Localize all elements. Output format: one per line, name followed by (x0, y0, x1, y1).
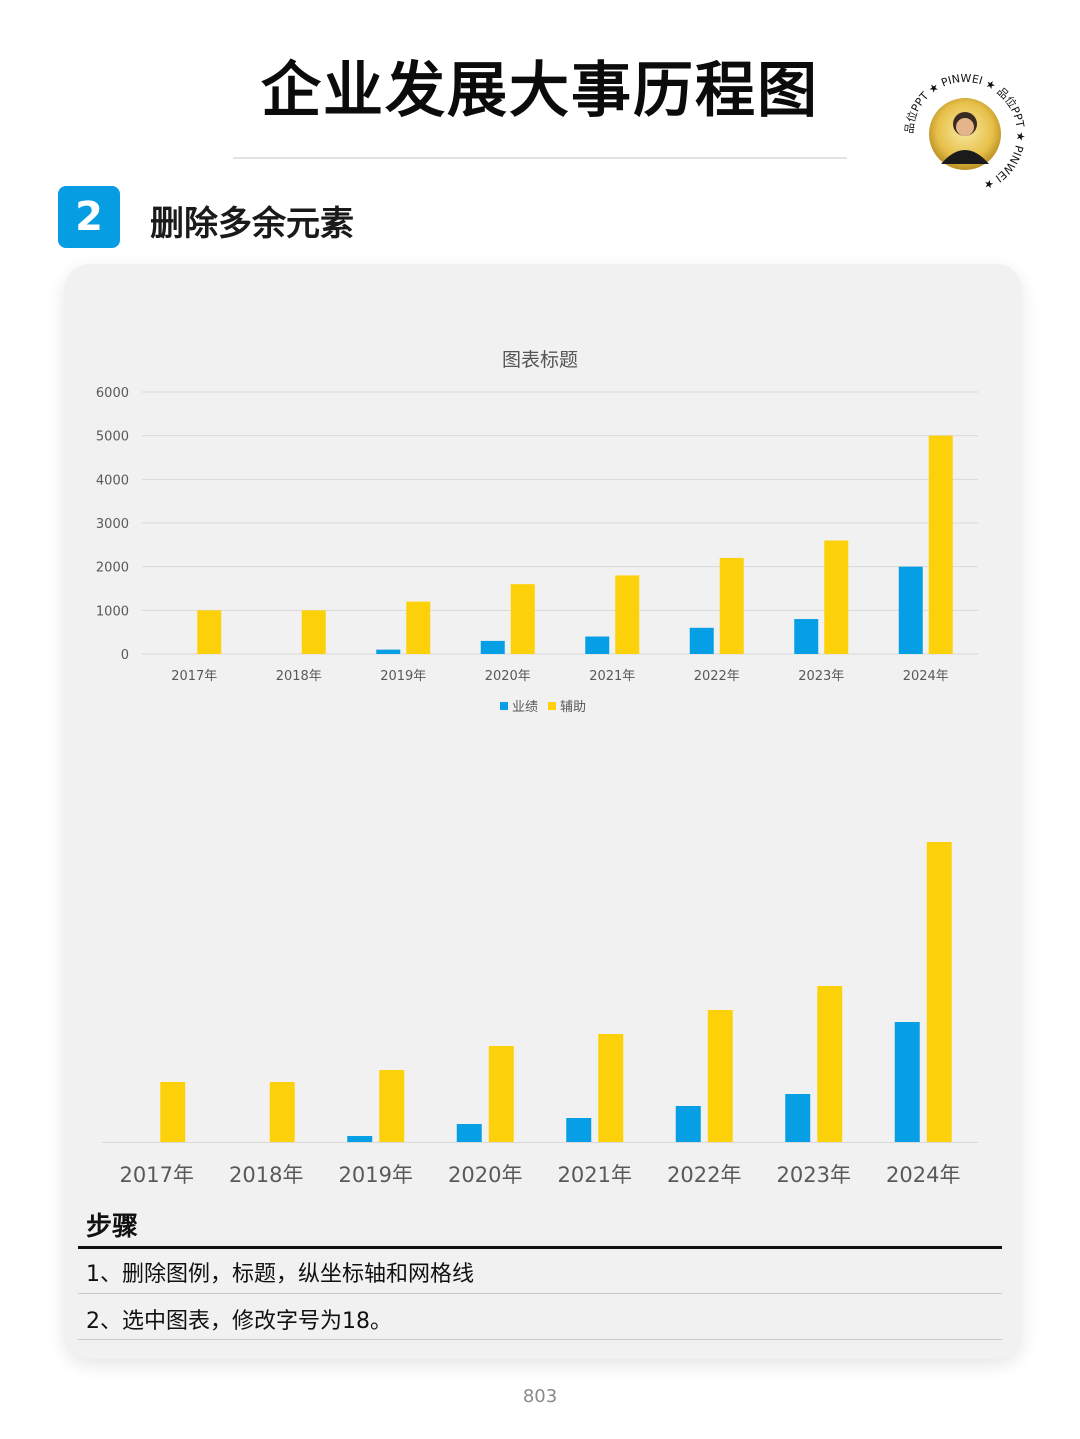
bar (928, 435, 953, 654)
row-divider (78, 1339, 1002, 1340)
bar (406, 601, 431, 654)
x-tick-label: 2018年 (229, 1163, 303, 1187)
x-tick-label: 2020年 (448, 1163, 522, 1187)
row-divider (78, 1293, 1002, 1294)
step-item: 2、选中图表，修改字号为18。 (86, 1309, 392, 1334)
bar (794, 619, 819, 654)
x-tick-label: 2018年 (276, 669, 322, 684)
y-tick-label: 1000 (96, 604, 129, 619)
bar (824, 540, 849, 654)
bar (785, 1094, 811, 1142)
x-tick-label: 2022年 (667, 1163, 741, 1187)
steps-title: 步骤 (86, 1212, 139, 1242)
bar (707, 1010, 733, 1142)
bar (160, 1082, 186, 1142)
y-tick-label: 0 (121, 648, 129, 663)
bar (197, 610, 222, 654)
bar (675, 1106, 701, 1142)
chart-title: 图表标题 (502, 349, 578, 371)
bar (301, 610, 326, 654)
page-number: 803 (522, 1386, 558, 1407)
section-heading: 删除多余元素 (150, 204, 354, 244)
x-tick-label: 2019年 (380, 669, 426, 684)
brand-seal-logo: 品位PPT ★ PINWEI ★ 品位PPT ★ PINWEI ★ (903, 72, 1027, 195)
legend-label: 业绩 (512, 700, 538, 715)
legend-swatch (500, 702, 508, 710)
bar (689, 627, 714, 654)
bar (456, 1124, 482, 1142)
chart-card: 图表标题 0 1000 2000 3000 4000 5000 6000 2017年 2018年 2… (64, 264, 1022, 1359)
bar (719, 557, 744, 654)
bar (269, 1082, 295, 1142)
x-tick-label: 2017年 (171, 669, 217, 684)
bar (585, 636, 610, 654)
x-tick-label: 2024年 (903, 669, 949, 684)
x-tick-label: 2019年 (339, 1163, 413, 1187)
title-divider (233, 157, 847, 159)
y-tick-label: 2000 (96, 561, 129, 576)
bar (480, 640, 505, 654)
steps-divider (78, 1246, 1002, 1249)
x-tick-label: 2021年 (589, 669, 635, 684)
bar (376, 649, 401, 654)
x-tick-label: 2024年 (886, 1163, 960, 1187)
step-number-badge: 2 (58, 186, 120, 248)
x-tick-label: 2022年 (694, 669, 740, 684)
x-tick-label: 2023年 (777, 1163, 851, 1187)
bar (598, 1034, 624, 1142)
y-tick-label: 6000 (96, 386, 129, 401)
x-tick-label: 2020年 (485, 669, 531, 684)
y-tick-label: 5000 (96, 430, 129, 445)
bar (510, 584, 535, 654)
charts-canvas: 图表标题 0 1000 2000 3000 4000 5000 6000 2017年 2018年 2… (96, 349, 978, 1187)
bar (898, 566, 923, 654)
bar (379, 1070, 405, 1142)
bar (566, 1118, 592, 1142)
bar (615, 575, 640, 654)
legend-swatch (548, 702, 556, 710)
page-title: 企业发展大事历程图 (261, 56, 819, 126)
legend-label: 辅助 (560, 700, 586, 715)
bar (488, 1046, 514, 1142)
y-tick-label: 3000 (96, 517, 129, 532)
y-tick-label: 4000 (96, 473, 129, 488)
bar (817, 986, 843, 1142)
x-tick-label: 2017年 (120, 1163, 194, 1187)
bar (347, 1136, 373, 1142)
x-tick-label: 2021年 (558, 1163, 632, 1187)
x-tick-label: 2023年 (798, 669, 844, 684)
step-item: 1、删除图例，标题，纵坐标轴和网格线 (86, 1262, 474, 1287)
bar (926, 842, 952, 1142)
bar (894, 1022, 920, 1142)
